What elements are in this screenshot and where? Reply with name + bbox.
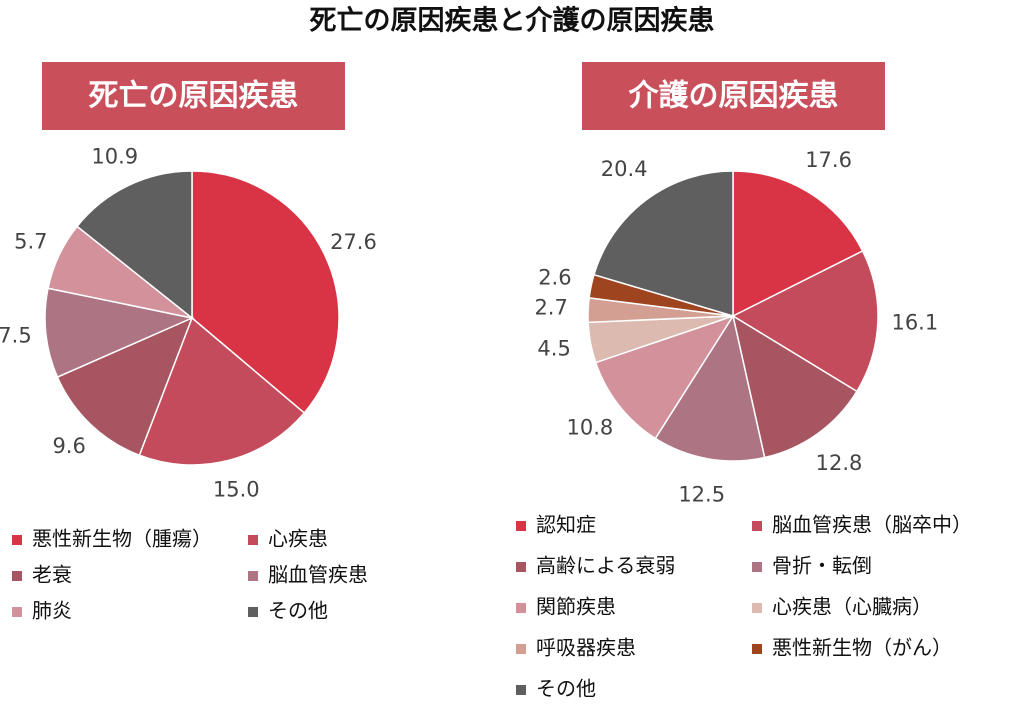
data-label: 17.6 [805, 148, 852, 172]
pie-slice [594, 314, 735, 440]
legend-swatch [752, 562, 762, 572]
data-label: 15.0 [213, 477, 260, 501]
data-label: 5.7 [14, 229, 47, 253]
pie-slice [732, 170, 864, 318]
data-label: 2.6 [538, 266, 571, 290]
data-label: 7.5 [0, 324, 32, 348]
legend-label: 認知症 [536, 513, 596, 537]
data-label: 20.4 [601, 157, 648, 181]
chart-title-box [582, 62, 885, 130]
legend-label: 高齢による衰弱 [536, 554, 675, 578]
pie-slice [76, 170, 193, 320]
legend-label: その他 [536, 677, 596, 701]
pie-slice [593, 170, 734, 318]
legend-swatch [12, 535, 22, 545]
legend-swatch [12, 607, 22, 617]
legend-swatch [12, 571, 22, 581]
legend-swatch [248, 535, 258, 545]
chart-title: 介護の原因疾患 [628, 79, 839, 114]
legend-swatch [516, 685, 526, 695]
legend-swatch [752, 644, 762, 654]
data-label: 16.1 [891, 310, 938, 334]
legend-swatch [752, 521, 762, 531]
legend-label: 老衰 [32, 563, 72, 587]
legend-label: その他 [268, 599, 328, 623]
page-title: 死亡の原因疾患と介護の原因疾患 [310, 5, 715, 37]
pie-slice [731, 314, 858, 459]
legend-label: 悪性新生物（がん） [772, 636, 952, 660]
legend-swatch [248, 607, 258, 617]
chart-title: 死亡の原因疾患 [89, 79, 299, 114]
pie-slice [56, 316, 194, 457]
data-label: 10.8 [567, 415, 614, 439]
data-label: 27.6 [330, 230, 377, 254]
chart-title-box [42, 62, 345, 130]
pie-slice [654, 314, 766, 462]
legend-label: 悪性新生物（腫瘍） [32, 527, 212, 551]
data-label: 2.7 [534, 296, 567, 320]
legend-label: 脳血管疾患 [268, 563, 368, 587]
legend-label: 呼吸器疾患 [536, 636, 636, 660]
legend-swatch [516, 644, 526, 654]
legend-label: 脳血管疾患（脳卒中） [772, 513, 972, 537]
data-label: 12.8 [816, 451, 863, 475]
pie-slice [731, 249, 879, 393]
legend-label: 心疾患 [268, 527, 328, 551]
data-label: 4.5 [537, 337, 570, 361]
legend-label: 関節疾患 [536, 595, 616, 619]
legend-swatch [516, 521, 526, 531]
data-label: 10.9 [91, 145, 138, 169]
legend-label: 骨折・転倒 [772, 554, 872, 578]
data-label: 9.6 [52, 434, 85, 458]
legend-swatch [248, 571, 258, 581]
legend-swatch [752, 603, 762, 613]
legend-label: 心疾患（心臓病） [772, 595, 932, 619]
legend-swatch [516, 603, 526, 613]
pie-slice [191, 170, 340, 414]
legend-swatch [516, 562, 526, 572]
data-label: 12.5 [678, 482, 725, 506]
legend-label: 肺炎 [32, 599, 72, 623]
pie-slice [138, 316, 306, 466]
